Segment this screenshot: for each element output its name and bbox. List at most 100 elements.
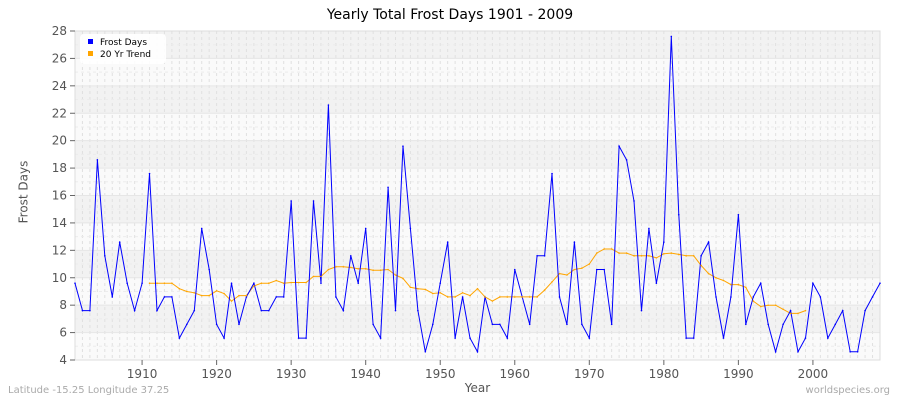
- data-point: [409, 227, 412, 230]
- source-caption: worldspecies.org: [805, 385, 890, 396]
- data-point: [282, 296, 285, 298]
- data-point: [357, 268, 360, 270]
- data-point: [745, 323, 747, 326]
- data-point: [625, 252, 628, 254]
- x-tick-label: 1990: [723, 367, 754, 381]
- data-point: [282, 282, 285, 285]
- data-point: [648, 255, 650, 257]
- y-tick-label: 10: [52, 271, 67, 285]
- data-point: [700, 264, 702, 267]
- data-point: [841, 309, 844, 312]
- data-points-20-yr-trend: [148, 248, 807, 315]
- data-point: [484, 296, 486, 298]
- data-point: [446, 296, 449, 298]
- data-point: [118, 241, 121, 243]
- data-point: [364, 227, 367, 230]
- data-point: [871, 296, 874, 298]
- data-point: [856, 350, 859, 353]
- data-point: [431, 292, 434, 295]
- data-point: [499, 323, 501, 326]
- data-point: [327, 104, 330, 106]
- data-point: [476, 287, 479, 290]
- x-tick-label: 1940: [350, 367, 381, 381]
- data-point: [200, 227, 203, 230]
- y-tick-label: 16: [52, 189, 67, 203]
- data-point: [208, 294, 210, 297]
- data-point: [275, 279, 278, 282]
- data-point: [267, 309, 270, 312]
- data-point: [223, 337, 225, 339]
- data-point: [819, 296, 822, 298]
- data-point: [864, 309, 866, 312]
- data-point: [707, 272, 710, 275]
- data-point: [715, 296, 717, 298]
- data-point: [394, 309, 397, 312]
- data-point: [767, 323, 769, 326]
- data-point: [186, 290, 188, 293]
- data-point: [521, 296, 524, 298]
- legend-label: 20 Yr Trend: [100, 50, 151, 60]
- data-point: [171, 296, 173, 298]
- data-point: [581, 267, 583, 269]
- chart-title: Yearly Total Frost Days 1901 - 2009: [326, 7, 574, 23]
- data-point: [230, 282, 233, 285]
- data-point: [513, 296, 516, 298]
- data-point: [372, 269, 374, 272]
- data-point: [536, 255, 538, 257]
- data-point: [290, 281, 292, 284]
- data-point: [245, 294, 248, 297]
- data-point: [335, 265, 337, 268]
- data-point: [670, 35, 673, 38]
- data-point: [528, 323, 531, 326]
- data-point: [290, 200, 292, 202]
- data-point: [551, 172, 553, 175]
- data-point: [469, 294, 471, 297]
- data-point: [879, 282, 881, 285]
- data-point: [692, 255, 695, 257]
- data-point: [171, 282, 173, 285]
- data-point: [372, 323, 374, 326]
- data-point: [178, 287, 181, 290]
- data-point: [528, 296, 531, 298]
- data-point: [491, 300, 494, 302]
- data-point: [193, 292, 196, 294]
- data-point: [573, 241, 576, 243]
- data-point: [267, 282, 270, 285]
- y-tick-label: 20: [52, 134, 67, 148]
- data-point: [379, 269, 382, 272]
- data-point: [424, 288, 427, 291]
- data-point: [230, 300, 233, 302]
- data-point: [715, 276, 717, 279]
- data-point: [357, 282, 360, 285]
- data-point: [700, 255, 702, 257]
- data-point: [782, 308, 784, 311]
- data-point: [603, 248, 606, 250]
- data-point: [603, 268, 606, 271]
- data-point: [685, 255, 688, 257]
- data-point: [633, 255, 635, 257]
- data-point: [312, 275, 315, 278]
- y-tick-label: 18: [52, 161, 67, 175]
- x-tick-label: 1920: [201, 367, 232, 381]
- data-point: [677, 213, 680, 216]
- data-point: [491, 323, 494, 326]
- y-tick-label: 14: [52, 216, 67, 230]
- data-point: [707, 241, 710, 243]
- x-tick-label: 1970: [574, 367, 605, 381]
- data-point: [305, 281, 307, 284]
- data-point: [148, 172, 151, 175]
- x-axis-label: Year: [464, 381, 491, 395]
- data-point: [439, 282, 442, 285]
- data-point: [581, 323, 583, 326]
- y-tick-label: 26: [52, 51, 67, 65]
- data-point: [789, 312, 792, 315]
- data-point: [730, 296, 732, 298]
- data-point: [774, 350, 777, 353]
- data-point: [797, 312, 799, 315]
- data-point: [513, 268, 516, 271]
- data-point: [417, 287, 419, 290]
- data-point: [506, 337, 509, 339]
- data-point: [804, 337, 807, 339]
